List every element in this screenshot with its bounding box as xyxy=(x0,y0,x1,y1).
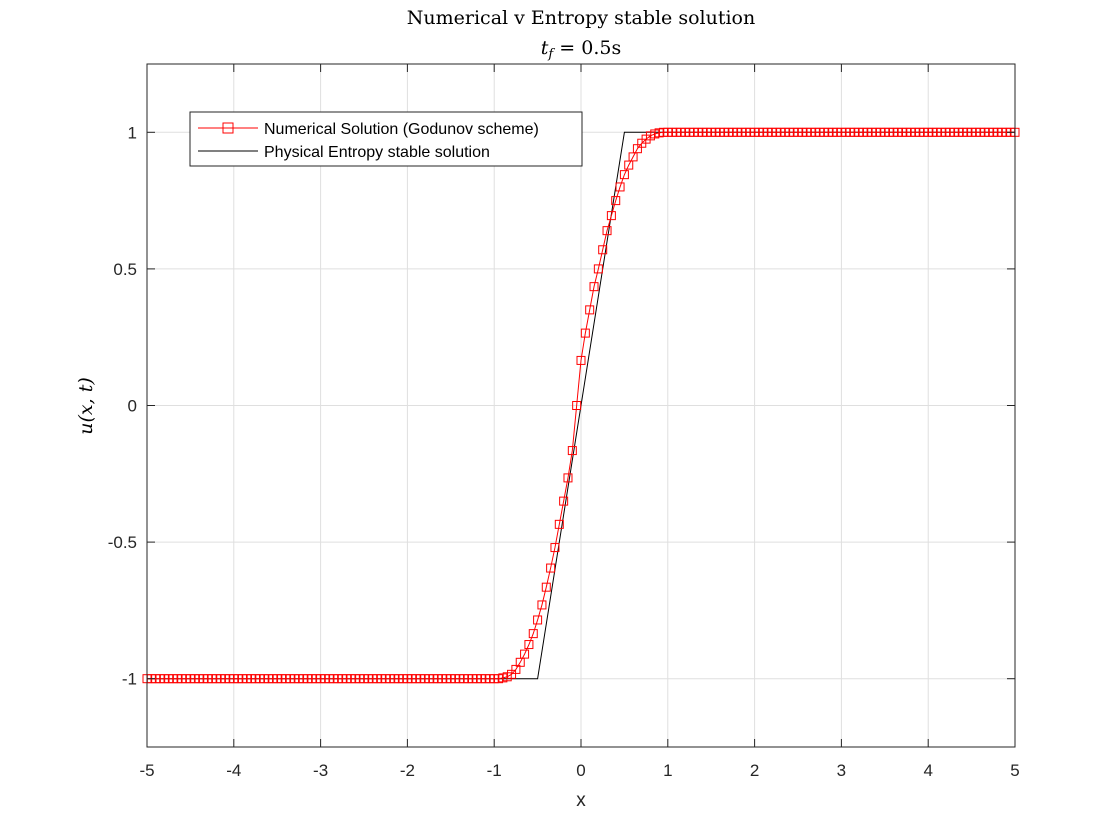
y-axis-label: u(x, t) xyxy=(75,377,97,435)
x-tick-label: 1 xyxy=(663,761,672,780)
x-tick-label: -1 xyxy=(487,761,502,780)
x-tick-label: 5 xyxy=(1010,761,1019,780)
numerical-point xyxy=(546,563,556,573)
x-tick-label: -2 xyxy=(400,761,415,780)
chart-title: Numerical v Entropy stable solution xyxy=(407,7,755,29)
x-axis-label: x xyxy=(576,790,586,811)
y-tick-label: 0.5 xyxy=(113,260,137,279)
y-tick-label: 1 xyxy=(128,123,137,142)
numerical-point xyxy=(602,226,612,236)
numerical-point xyxy=(554,519,564,529)
subtitle-rhs: = 0.5s xyxy=(553,37,621,59)
numerical-point xyxy=(567,446,577,456)
y-tick-label: 0 xyxy=(128,397,137,416)
numerical-point xyxy=(589,282,599,292)
numerical-point xyxy=(598,245,608,255)
numerical-point xyxy=(611,196,621,206)
numerical-point xyxy=(585,305,595,315)
numerical-point xyxy=(572,401,582,410)
numerical-point xyxy=(524,640,534,650)
x-tick-label: 4 xyxy=(923,761,932,780)
series-line-numerical xyxy=(147,131,1015,680)
legend-box xyxy=(189,111,583,167)
numerical-point xyxy=(606,211,616,221)
x-tick-label: -3 xyxy=(313,761,328,780)
x-tick-label: -5 xyxy=(139,761,154,780)
numerical-point xyxy=(559,496,569,506)
numerical-point xyxy=(533,615,543,625)
x-tick-label: 2 xyxy=(750,761,759,780)
y-tick-label: -1 xyxy=(122,670,137,689)
numerical-point xyxy=(520,649,530,659)
subtitle-sub: f xyxy=(547,47,555,62)
ticks: -5 -4 -3 -2 -1 0 1 2 3 4 5 -1 -0.5 0 0.5 1 xyxy=(108,64,1020,780)
legend: Numerical Solution (Godunov scheme) Phys… xyxy=(189,111,583,167)
numerical-point xyxy=(537,600,547,610)
x-tick-label: 0 xyxy=(576,761,585,780)
numerical-point xyxy=(615,182,625,192)
numerical-point xyxy=(576,355,586,365)
y-tick-label: -0.5 xyxy=(108,533,137,552)
numerical-point xyxy=(563,473,573,483)
plot-area xyxy=(142,127,1020,684)
numerical-point xyxy=(593,264,603,274)
subtitle-lhs: t xyxy=(541,37,549,59)
legend-marker-numerical xyxy=(222,122,234,134)
legend-label-physical: Physical Entropy stable solution xyxy=(264,144,490,161)
legend-label-numerical: Numerical Solution (Godunov scheme) xyxy=(264,121,539,138)
numerical-point xyxy=(550,543,560,553)
numerical-point xyxy=(528,629,538,639)
numerical-point xyxy=(580,328,590,338)
x-tick-label: 3 xyxy=(837,761,846,780)
numerical-point xyxy=(619,170,629,180)
x-tick-label: -4 xyxy=(226,761,241,780)
chart-subtitle: tf = 0.5s xyxy=(541,37,621,62)
numerical-point xyxy=(541,582,551,592)
